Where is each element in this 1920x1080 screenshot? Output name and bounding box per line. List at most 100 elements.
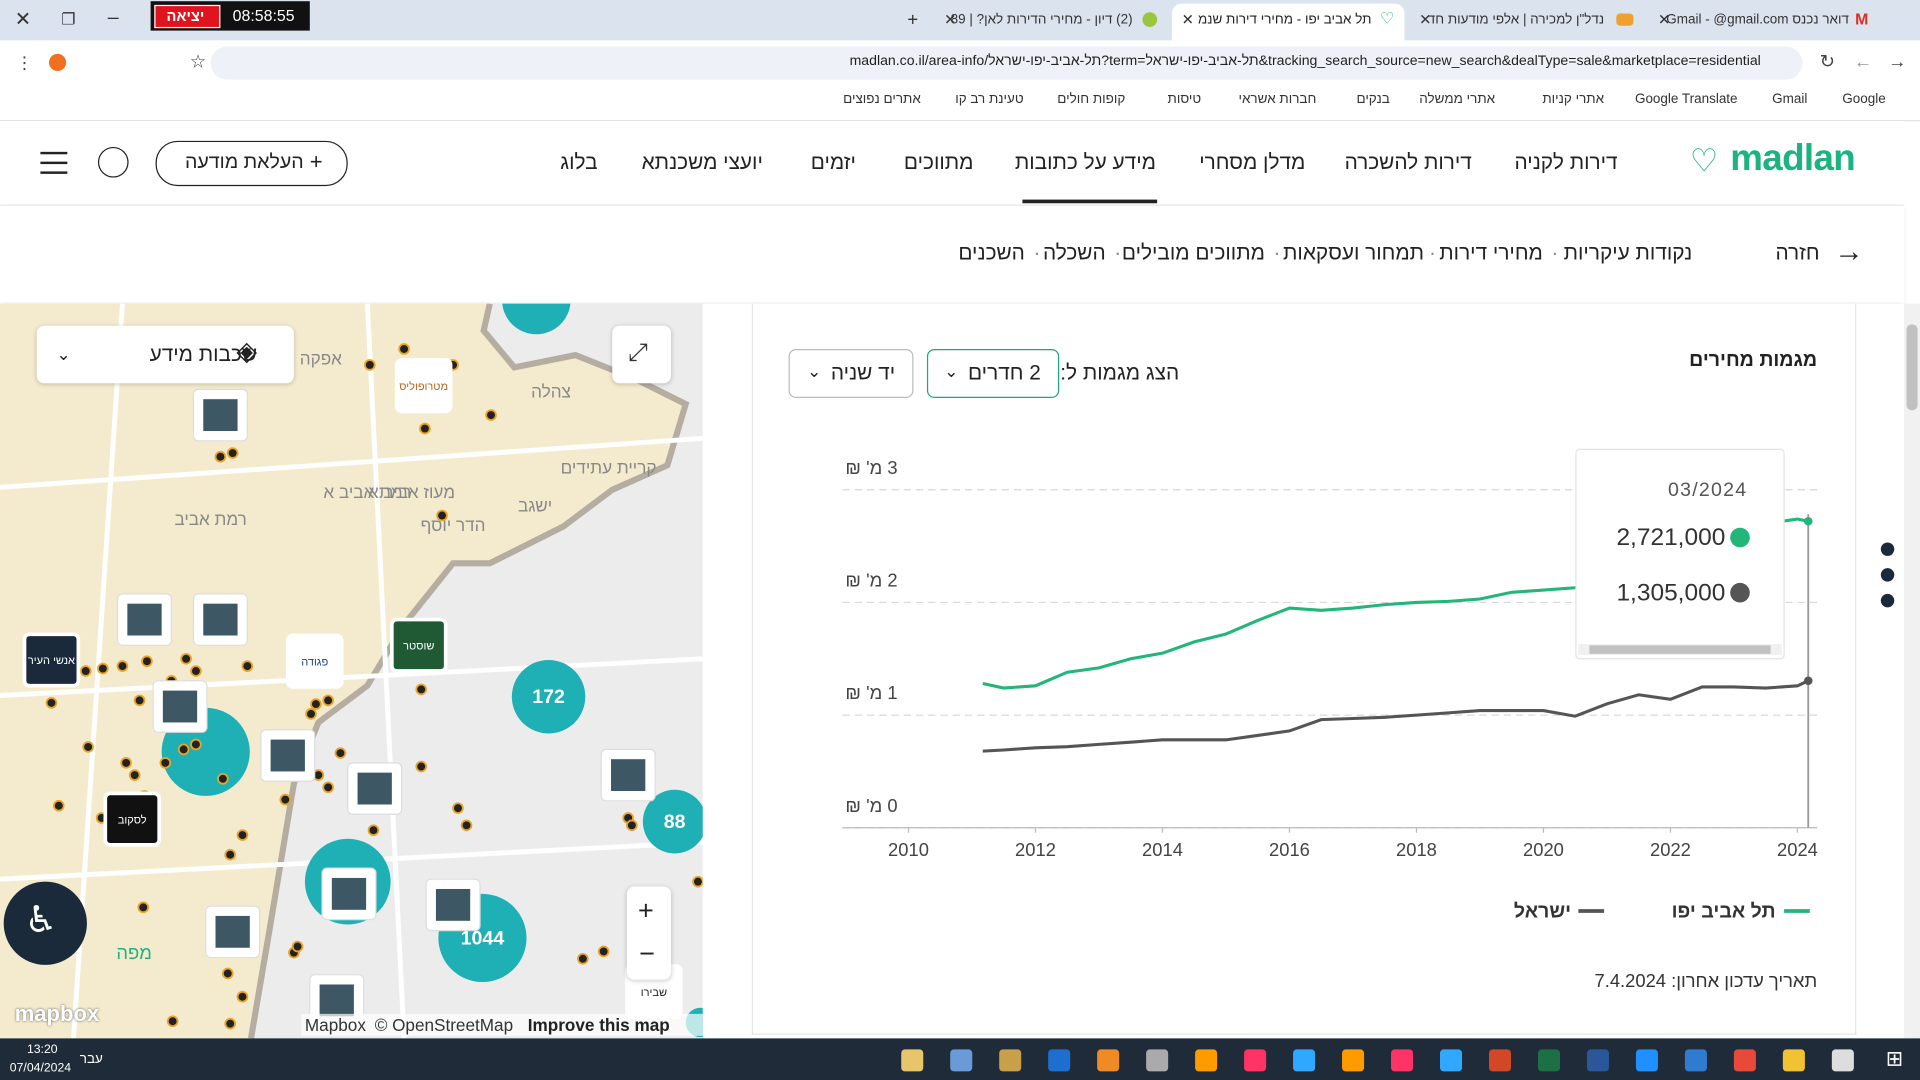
close-window[interactable]: ✕ bbox=[14, 9, 32, 31]
legend-label[interactable]: ישראל bbox=[1514, 900, 1571, 922]
listing-dot[interactable] bbox=[577, 952, 589, 965]
listing-dot[interactable] bbox=[419, 422, 431, 435]
listing-dot[interactable] bbox=[133, 694, 146, 707]
listing-dot[interactable] bbox=[236, 990, 249, 1003]
profile-icon[interactable] bbox=[48, 53, 67, 72]
tab-close[interactable]: ✕ bbox=[944, 11, 957, 29]
project-marker[interactable] bbox=[394, 358, 453, 414]
bookmark[interactable]: Google Translate bbox=[1634, 91, 1738, 107]
map[interactable]: צהלה אפקה רמת אביב א מעוז אביב א רמת אבי… bbox=[0, 303, 703, 1039]
condition-dropdown[interactable] bbox=[788, 348, 914, 398]
listing-dot[interactable] bbox=[221, 967, 234, 980]
listing-dot[interactable] bbox=[626, 819, 638, 832]
nav-item[interactable]: דירות להשכרה bbox=[1344, 150, 1472, 174]
rooms-dropdown[interactable] bbox=[926, 348, 1060, 398]
new-tab[interactable]: + bbox=[907, 9, 919, 31]
listing-dot[interactable] bbox=[367, 824, 380, 837]
listing-dot[interactable] bbox=[452, 802, 464, 814]
listing-dot[interactable] bbox=[141, 655, 153, 668]
listing-dot[interactable] bbox=[415, 683, 428, 696]
listing-dot[interactable] bbox=[597, 945, 610, 958]
tab-title[interactable]: נדל"ן למכירה | אלפי מודעות חד bbox=[1427, 12, 1605, 27]
project-marker[interactable] bbox=[103, 791, 162, 847]
bookmark[interactable]: אתרי ממשלה bbox=[1419, 91, 1496, 107]
zoom-in[interactable]: + bbox=[637, 895, 654, 926]
listing-dot[interactable] bbox=[224, 848, 237, 861]
listing-dot[interactable] bbox=[120, 757, 132, 769]
taskbar-app[interactable] bbox=[1097, 1049, 1120, 1072]
scrollbar[interactable] bbox=[1904, 303, 1920, 1039]
listing-dot[interactable] bbox=[363, 359, 376, 371]
listing-dot[interactable] bbox=[692, 875, 703, 888]
active-tab[interactable] bbox=[1171, 3, 1405, 41]
taskbar-app[interactable] bbox=[1440, 1049, 1463, 1072]
listing-dot[interactable] bbox=[190, 738, 202, 751]
bookmark[interactable]: אתרים נפוצים bbox=[843, 91, 921, 107]
listing-dot[interactable] bbox=[116, 660, 129, 672]
taskbar-app[interactable] bbox=[1586, 1049, 1609, 1072]
subnav-item[interactable]: מתווכים מובילים bbox=[1121, 241, 1265, 265]
legend-label[interactable]: תל אביב יפו bbox=[1672, 900, 1776, 922]
subnav-item[interactable]: השכלה bbox=[1042, 241, 1106, 265]
zoom-controls[interactable] bbox=[626, 886, 672, 980]
nav-item[interactable]: מידע על כתובות bbox=[1014, 150, 1156, 174]
back-arrow[interactable]: → bbox=[1834, 235, 1864, 269]
listing-dot[interactable] bbox=[190, 665, 202, 677]
listing-dot[interactable] bbox=[224, 1017, 237, 1030]
post-ad-button[interactable] bbox=[155, 140, 348, 187]
exit-button[interactable] bbox=[154, 4, 221, 29]
listing-dot[interactable] bbox=[45, 697, 58, 709]
listing-dot[interactable] bbox=[128, 769, 141, 781]
listing-dot[interactable] bbox=[460, 819, 473, 832]
listing-dot[interactable] bbox=[180, 652, 192, 665]
listing-dot[interactable] bbox=[291, 940, 304, 953]
tab-close[interactable]: ✕ bbox=[1419, 11, 1432, 29]
start-button[interactable]: ⊞ bbox=[1885, 1046, 1904, 1071]
listing-dot[interactable] bbox=[310, 698, 322, 710]
listing-dot[interactable] bbox=[334, 747, 347, 759]
listing-dot[interactable] bbox=[177, 743, 190, 756]
nav-item[interactable]: מתווכים bbox=[903, 150, 974, 174]
listing-dot[interactable] bbox=[236, 829, 249, 841]
subnav-item[interactable]: נקודות עיקריות bbox=[1563, 241, 1693, 265]
taskbar-app[interactable] bbox=[1537, 1049, 1561, 1072]
cluster[interactable] bbox=[642, 789, 703, 854]
bookmark[interactable]: בנקים bbox=[1356, 91, 1390, 107]
taskbar-app[interactable] bbox=[1488, 1049, 1512, 1072]
listing-dot[interactable] bbox=[79, 665, 92, 677]
taskbar-app[interactable] bbox=[1195, 1049, 1218, 1072]
taskbar-app[interactable] bbox=[1684, 1049, 1707, 1072]
accessibility-button[interactable] bbox=[3, 881, 87, 965]
listing-dot[interactable] bbox=[279, 793, 292, 806]
listing-dot[interactable] bbox=[226, 447, 239, 459]
attribution[interactable]: Mapbox bbox=[304, 1015, 366, 1035]
listing-dot[interactable] bbox=[485, 409, 497, 421]
back-label[interactable]: חזרה bbox=[1775, 241, 1820, 265]
url[interactable]: madlan.co.il/area-info/תל-אביב-יפו-ישראל… bbox=[849, 53, 1761, 69]
subnav-item[interactable]: השכנים bbox=[958, 241, 1025, 265]
tab-title[interactable]: תל אביב יפו - מחירי דירות שנמ bbox=[1197, 12, 1372, 27]
zoom-out[interactable]: − bbox=[639, 937, 655, 969]
attribution[interactable]: © OpenStreetMap bbox=[374, 1015, 514, 1035]
subnav-item[interactable]: תמחור ועסקאות bbox=[1283, 241, 1425, 265]
project-marker[interactable] bbox=[390, 617, 448, 673]
taskbar-app[interactable] bbox=[1391, 1049, 1414, 1072]
taskbar-app[interactable] bbox=[1293, 1049, 1316, 1072]
taskbar-app[interactable] bbox=[901, 1049, 924, 1072]
listing-dot[interactable] bbox=[415, 760, 428, 773]
hamburger[interactable] bbox=[40, 151, 68, 155]
taskbar-app[interactable] bbox=[1782, 1049, 1805, 1072]
logo[interactable]: madlan bbox=[1730, 138, 1856, 179]
listing-dot[interactable] bbox=[322, 781, 334, 794]
bookmark[interactable]: Google bbox=[1842, 91, 1886, 107]
listing-dot[interactable] bbox=[241, 660, 254, 672]
nav-item[interactable]: בלוג bbox=[560, 150, 598, 174]
listing-dot[interactable] bbox=[82, 741, 94, 753]
taskbar-app[interactable] bbox=[1831, 1049, 1854, 1072]
project-marker[interactable] bbox=[285, 633, 344, 689]
layers-panel[interactable] bbox=[36, 325, 294, 384]
expand-button[interactable] bbox=[612, 325, 672, 384]
taskbar-app[interactable] bbox=[999, 1049, 1022, 1072]
bookmark[interactable]: טעינת רב קו bbox=[955, 91, 1024, 107]
taskbar-app[interactable] bbox=[950, 1049, 973, 1072]
